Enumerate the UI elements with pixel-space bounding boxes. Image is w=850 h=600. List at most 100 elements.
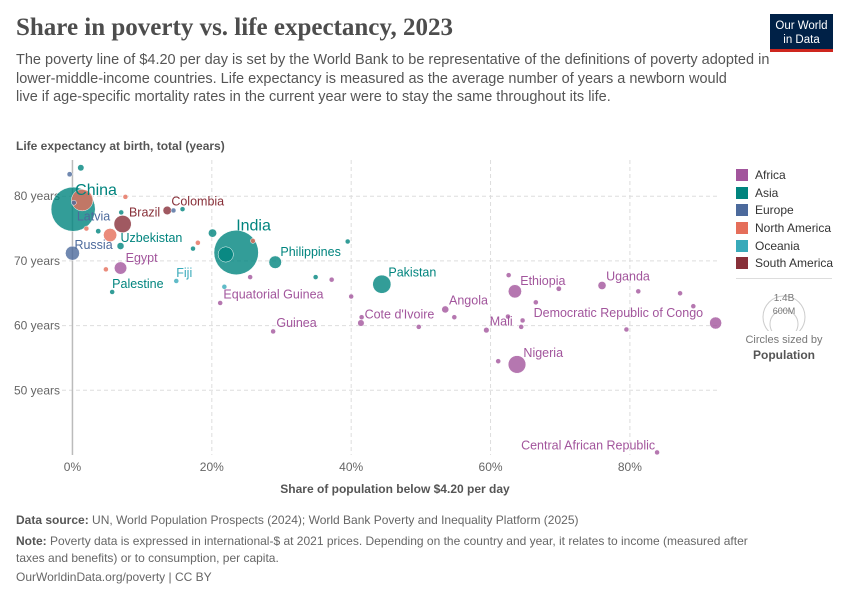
data-point (217, 246, 234, 263)
data-point (109, 289, 115, 295)
data-point (103, 266, 109, 273)
y-tick-label: 50 years (14, 383, 60, 397)
data-point (103, 228, 117, 242)
y-tick-label: 80 years (14, 189, 60, 203)
data-point (654, 449, 660, 456)
size-legend-variable: Population (753, 348, 815, 362)
size-legend: 1.4B 600M Circles sized by Population (736, 278, 832, 362)
data-point (441, 305, 450, 314)
data-point (495, 358, 501, 364)
data-point (217, 300, 223, 306)
legend-item[interactable]: South America (736, 254, 833, 272)
legend-item[interactable]: North America (736, 219, 833, 237)
data-point (162, 205, 172, 215)
point-label: Philippines (280, 245, 340, 259)
point-label: Latvia (77, 210, 110, 224)
logo-line: Our World (775, 20, 828, 32)
subtitle-line: lower-middle-income countries. Life expe… (16, 70, 727, 87)
data-point (357, 319, 365, 327)
x-tick-label: 0% (64, 460, 82, 474)
point-label: Colombia (171, 194, 224, 208)
point-label: Uzbekistan (121, 231, 183, 245)
data-point (221, 284, 228, 290)
legend-label: South America (755, 256, 834, 271)
size-legend-small: 600M (773, 306, 796, 316)
point-label: Uganda (606, 269, 650, 283)
x-tick-label: 40% (339, 460, 363, 474)
data-point (190, 245, 196, 252)
data-point (358, 314, 365, 320)
point-label: Nigeria (523, 346, 563, 360)
footer-url[interactable]: OurWorldinData.org/poverty | CC BY (16, 570, 212, 584)
data-point (709, 316, 722, 330)
subtitle-line: live if age-specific mortality rates in … (16, 89, 611, 105)
data-point (623, 326, 630, 333)
data-point (518, 324, 524, 330)
point-label: Angola (449, 294, 488, 308)
data-point (505, 313, 511, 320)
data-point (451, 314, 458, 320)
legend-swatch (736, 186, 748, 199)
y-axis-label: Life expectancy at birth, total (years) (16, 139, 225, 153)
legend-swatch (736, 221, 748, 234)
point-label: Brazil (129, 206, 160, 220)
data-point (312, 274, 319, 280)
data-point (116, 242, 125, 250)
point-label: Pakistan (388, 266, 436, 280)
legend-item[interactable]: Europe (736, 201, 833, 219)
owid-logo[interactable]: Our World in Data (770, 14, 833, 52)
data-point (344, 238, 351, 245)
legend-swatch (736, 239, 748, 252)
data-point (268, 255, 282, 269)
point-label: Ethiopia (520, 274, 565, 288)
data-point (213, 230, 259, 275)
data-point (690, 303, 697, 309)
legend-item[interactable]: Asia (736, 184, 833, 202)
legend-swatch (736, 257, 748, 270)
data-point (122, 194, 129, 200)
data-point (250, 238, 256, 244)
chart-title: Share in poverty vs. life expectancy, 20… (16, 14, 453, 41)
data-point (65, 245, 80, 261)
point-label: Egypt (126, 251, 158, 265)
data-point (247, 274, 253, 280)
data-point (173, 278, 180, 284)
x-tick-label: 60% (479, 460, 503, 474)
point-label: Mali (490, 315, 513, 329)
legend-item[interactable]: Oceania (736, 237, 833, 255)
data-point (483, 327, 490, 334)
point-label: Central African Republic (521, 438, 655, 452)
data-point (83, 225, 90, 232)
data-point (270, 328, 276, 335)
y-tick-label: 60 years (14, 319, 60, 333)
data-point (677, 290, 683, 297)
data-point (71, 199, 77, 206)
legend-label: Africa (755, 167, 786, 182)
data-point (71, 189, 94, 212)
point-label: Guinea (276, 316, 316, 330)
subtitle-line: The poverty line of $4.20 per day is set… (16, 52, 770, 68)
data-point (507, 355, 527, 374)
data-point (508, 284, 522, 299)
point-label: Equatorial Guinea (223, 288, 323, 302)
data-source: Data source: UN, World Population Prospe… (16, 513, 579, 527)
legend-label: North America (755, 220, 832, 235)
legend-swatch (736, 168, 748, 181)
data-point (555, 285, 562, 292)
size-legend-caption: Circles sized by (745, 334, 823, 346)
note: Note: Poverty data is expressed in inter… (16, 534, 748, 565)
x-tick-label: 80% (618, 460, 642, 474)
point-label: Cote d'Ivoire (365, 307, 435, 321)
data-point (66, 171, 73, 178)
y-tick-label: 70 years (14, 254, 60, 268)
data-point (170, 207, 177, 214)
data-point (372, 274, 392, 294)
legend-swatch (736, 204, 748, 217)
point-label: India (236, 218, 271, 235)
legend-label: Asia (755, 185, 779, 200)
legend-item[interactable]: Africa (736, 166, 833, 184)
data-point (635, 288, 642, 295)
chart-subtitle: The poverty line of $4.20 per day is set… (16, 51, 770, 107)
x-tick-label: 20% (200, 460, 224, 474)
